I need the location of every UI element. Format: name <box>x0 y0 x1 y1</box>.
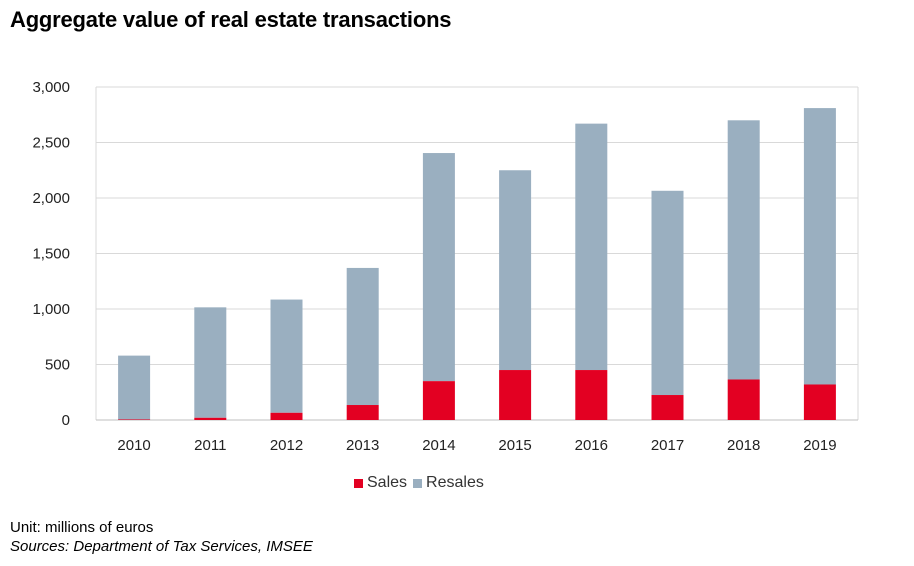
x-tick-label: 2011 <box>194 437 226 454</box>
x-tick-label: 2017 <box>651 437 684 454</box>
bar-sales-2011 <box>194 417 227 420</box>
bar-resales-2019 <box>803 108 836 385</box>
chart-title: Aggregate value of real estate transacti… <box>10 7 452 32</box>
bar-resales-2011 <box>194 307 227 418</box>
y-tick-label: 1,500 <box>32 246 70 263</box>
bar-sales-2017 <box>651 395 684 420</box>
bars <box>118 108 836 420</box>
bar-resales-2015 <box>499 170 532 371</box>
legend-swatch-resales <box>413 478 423 488</box>
bar-resales-2014 <box>422 153 455 382</box>
bar-resales-2016 <box>575 123 608 371</box>
y-axis-ticks: 0 500 1,000 1,500 2,000 2,500 3,000 <box>32 79 70 429</box>
bar-sales-2018 <box>727 379 760 420</box>
bar-sales-2014 <box>422 381 455 420</box>
bar-resales-2013 <box>346 267 379 406</box>
y-tick-label: 2,500 <box>32 135 70 152</box>
bar-resales-2017 <box>651 190 684 396</box>
x-tick-label: 2019 <box>803 437 836 454</box>
bar-sales-2012 <box>270 412 303 420</box>
unit-note: Unit: millions of euros <box>10 519 154 536</box>
x-tick-label: 2013 <box>346 437 379 454</box>
y-tick-label: 1,000 <box>32 301 70 318</box>
bar-resales-2018 <box>727 120 760 380</box>
legend-label-sales: Sales <box>367 474 408 491</box>
x-tick-label: 2018 <box>727 437 760 454</box>
legend-swatch-sales <box>354 478 363 488</box>
legend: Sales Resales <box>354 474 490 492</box>
y-tick-label: 2,000 <box>32 190 70 207</box>
legend-label-resales: Resales <box>426 474 484 491</box>
x-tick-label: 2015 <box>498 437 531 454</box>
x-tick-label: 2014 <box>422 437 455 454</box>
legend-item-resales: Resales <box>413 474 484 492</box>
bar-sales-2010 <box>118 419 151 420</box>
x-tick-label: 2010 <box>117 437 150 454</box>
x-axis-ticks: 2010 2011 2012 2013 2014 2015 2016 2017 2018 2019 <box>117 437 836 454</box>
sources-note: Sources: Department of Tax Services, IMS… <box>10 538 313 555</box>
x-tick-label: 2016 <box>575 437 608 454</box>
bar-sales-2019 <box>803 384 836 420</box>
y-tick-label: 3,000 <box>32 79 70 96</box>
y-tick-label: 500 <box>45 357 70 374</box>
bar-resales-2012 <box>270 299 303 413</box>
bar-sales-2015 <box>499 370 532 420</box>
bar-sales-2016 <box>575 370 608 420</box>
bar-sales-2013 <box>346 405 379 420</box>
y-tick-label: 0 <box>62 412 70 429</box>
legend-item-sales: Sales <box>354 474 407 492</box>
x-tick-label: 2012 <box>270 437 303 454</box>
bar-resales-2010 <box>118 355 151 420</box>
